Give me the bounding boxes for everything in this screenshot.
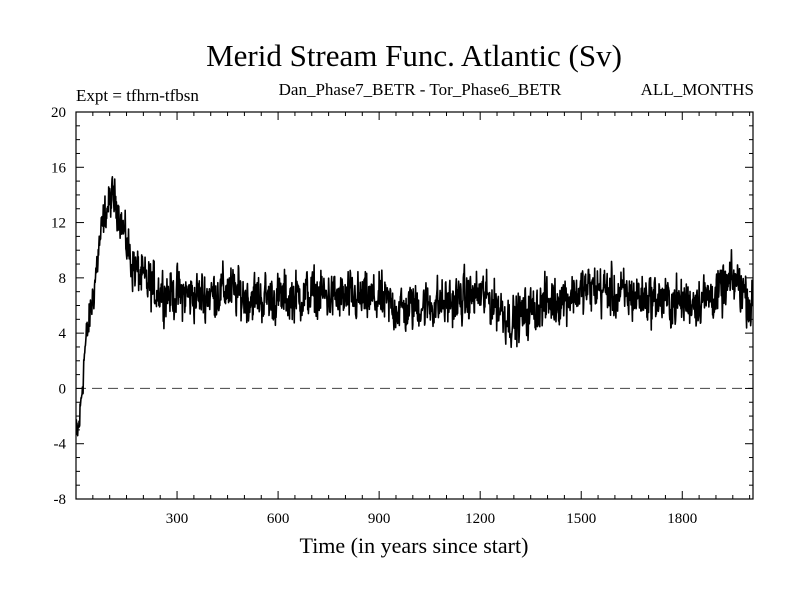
series-group (76, 176, 753, 437)
y-tick-label: 20 (51, 105, 66, 121)
x-tick-label: 900 (368, 511, 391, 527)
y-tick-label: 8 (59, 271, 67, 287)
experiment-label: Expt = tfhrn-tfbsn (76, 86, 199, 105)
x-axis-label: Time (in years since start) (300, 533, 529, 558)
y-tick-label: -4 (54, 437, 67, 453)
chart-title: Merid Stream Func. Atlantic (Sv) (206, 38, 622, 73)
ticks-group: 300 600 900 1200 1500 1800 -8 -4 0 4 8 12 16 20 (51, 105, 753, 527)
months-label: ALL_MONTHS (641, 80, 754, 99)
x-tick-label: 1200 (465, 511, 495, 527)
y-tick-label: 16 (51, 160, 67, 176)
x-tick-label: 1800 (667, 511, 697, 527)
y-tick-label: 4 (59, 326, 67, 342)
plot-frame (75, 111, 754, 500)
x-tick-label: 600 (267, 511, 290, 527)
x-tick-label: 1500 (566, 511, 596, 527)
y-tick-label: -8 (54, 492, 67, 508)
comparison-label: Dan_Phase7_BETR - Tor_Phase6_BETR (279, 80, 562, 99)
x-tick-label: 300 (166, 511, 189, 527)
y-tick-label: 0 (59, 381, 67, 397)
y-tick-label: 12 (51, 216, 66, 232)
series-line-tfhrn-tfbsn (76, 176, 753, 437)
